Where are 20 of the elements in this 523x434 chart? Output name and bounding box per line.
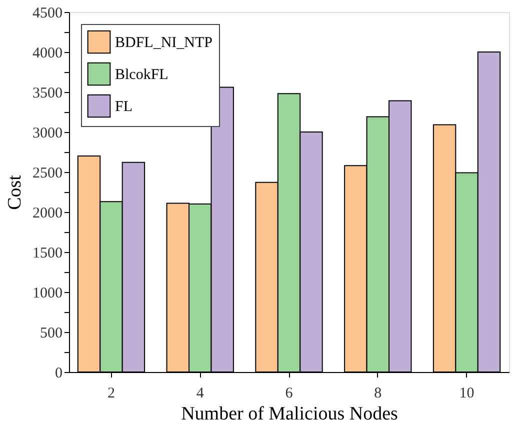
legend-label: FL: [115, 99, 133, 115]
y-tick-label: 3500: [32, 86, 62, 102]
x-tick-label: 2: [107, 386, 115, 402]
x-tick-label: 4: [196, 386, 204, 402]
x-tick-label: 10: [459, 386, 474, 402]
y-tick-label: 2500: [32, 166, 62, 182]
y-tick-label: 4000: [32, 46, 62, 62]
y-tick-label: 1500: [32, 246, 62, 262]
y-tick-label: 500: [40, 326, 62, 342]
y-tick-label: 1000: [32, 286, 62, 302]
y-axis-title: Cost: [4, 174, 26, 210]
legend-label: BlcokFL: [115, 67, 168, 83]
y-tick-label: 0: [55, 366, 62, 382]
y-tick-label: 4500: [32, 6, 62, 22]
x-axis-title: Number of Malicious Nodes: [181, 404, 398, 424]
x-tick-label: 6: [285, 386, 294, 402]
y-tick-label: 3000: [32, 126, 62, 142]
legend-label: BDFL_NI_NTP: [115, 35, 213, 51]
y-tick-label: 2000: [32, 206, 62, 222]
x-tick-label: 8: [374, 386, 382, 402]
